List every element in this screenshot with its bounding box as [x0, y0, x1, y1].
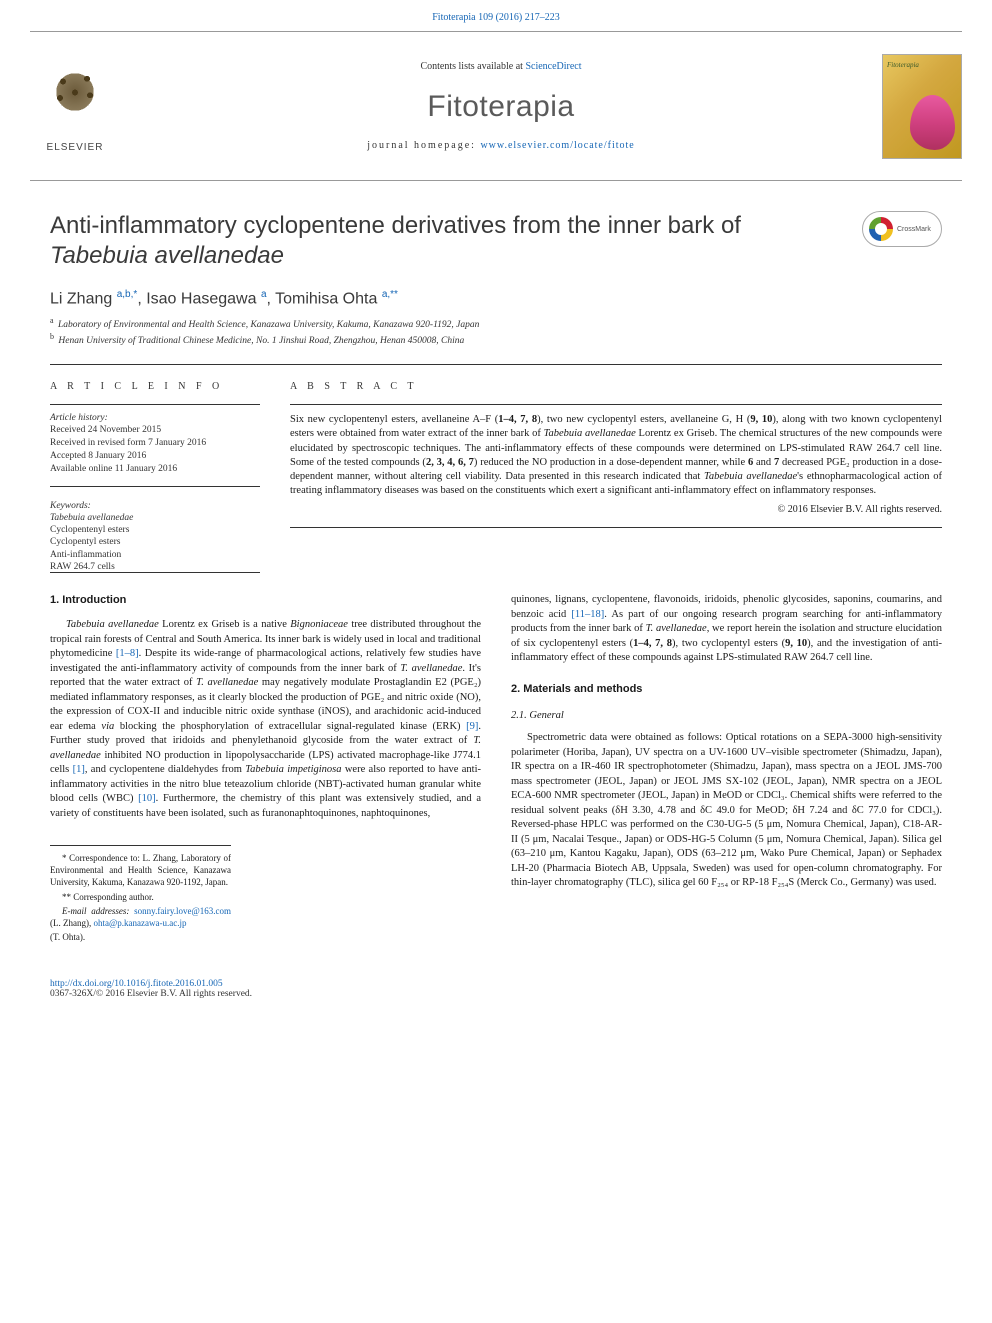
affiliations: a Laboratory of Environmental and Health…: [50, 316, 942, 348]
author-name: Li Zhang: [50, 290, 117, 307]
keyword: Cyclopentyl esters: [50, 536, 260, 548]
ref-link[interactable]: [11–18]: [571, 609, 604, 620]
rule: [50, 486, 260, 487]
article-info-label: A R T I C L E I N F O: [50, 381, 260, 392]
contents-prefix: Contents lists available at: [420, 61, 525, 72]
author-aff-link[interactable]: a,: [382, 289, 390, 300]
crossmark-text: CrossMark: [897, 226, 931, 233]
info-abstract-row: A R T I C L E I N F O Article history: R…: [50, 381, 942, 573]
column-right: quinones, lignans, cyclopentene, flavono…: [511, 593, 942, 943]
intro-heading: 1. Introduction: [50, 593, 481, 608]
title-text: Anti-inflammatory cyclopentene derivativ…: [50, 212, 741, 239]
history-received: Received 24 November 2015: [50, 424, 260, 437]
rule: [290, 404, 942, 405]
keyword: Cyclopentenyl esters: [50, 524, 260, 536]
author-name: , Tomihisa Ohta: [267, 290, 382, 307]
elsevier-tree-icon: [35, 60, 115, 140]
methods-heading: 2. Materials and methods: [511, 682, 942, 697]
affiliation-text: Laboratory of Environmental and Health S…: [58, 320, 479, 330]
general-paragraph: Spectrometric data were obtained as foll…: [511, 731, 942, 890]
affiliation-text: Henan University of Traditional Chinese …: [58, 336, 464, 346]
intro-paragraph: Tabebuia avellanedae Lorentz ex Griseb i…: [50, 618, 481, 821]
journal-banner: ELSEVIER Contents lists available at Sci…: [30, 31, 962, 181]
homepage-prefix: journal homepage:: [367, 140, 480, 151]
author-aff-link[interactable]: a,b,: [117, 289, 134, 300]
homepage-link[interactable]: www.elsevier.com/locate/fitote: [480, 140, 634, 151]
email-who: (T. Ohta).: [50, 931, 231, 943]
sciencedirect-link[interactable]: ScienceDirect: [525, 61, 581, 72]
history-revised: Received in revised form 7 January 2016: [50, 437, 260, 450]
abstract-body: Six new cyclopentenyl esters, avellanein…: [290, 413, 942, 498]
elsevier-logo[interactable]: ELSEVIER: [30, 56, 120, 156]
affiliation: a Laboratory of Environmental and Health…: [50, 316, 942, 332]
keyword: RAW 264.7 cells: [50, 561, 260, 573]
contents-line: Contents lists available at ScienceDirec…: [120, 61, 882, 72]
title-species: Tabebuia avellanedae: [50, 242, 284, 269]
journal-homepage-line: journal homepage: www.elsevier.com/locat…: [120, 140, 882, 151]
column-left: 1. Introduction Tabebuia avellanedae Lor…: [50, 593, 481, 943]
email-link[interactable]: sonny.fairy.love@163.com: [134, 906, 231, 916]
crossmark-badge[interactable]: CrossMark: [862, 211, 942, 247]
footer-copyright: 0367-326X/© 2016 Elsevier B.V. All right…: [50, 989, 942, 999]
crossmark-icon: [869, 217, 893, 241]
abstract: A B S T R A C T Six new cyclopentenyl es…: [290, 381, 942, 573]
footnotes: * Correspondence to: L. Zhang, Laborator…: [50, 845, 231, 943]
history-label: Article history:: [50, 413, 260, 423]
publisher-name: ELSEVIER: [47, 142, 104, 153]
email-link[interactable]: ohta@p.kanazawa-u.ac.jp: [93, 918, 186, 928]
ref-link[interactable]: [10]: [138, 793, 156, 804]
article-info: A R T I C L E I N F O Article history: R…: [50, 381, 260, 573]
keyword: Anti-inflammation: [50, 549, 260, 561]
affiliation-sup: b: [50, 332, 54, 341]
ref-link[interactable]: [1–8]: [116, 648, 139, 659]
top-citation: Fitoterapia 109 (2016) 217–223: [0, 0, 992, 31]
top-citation-link[interactable]: Fitoterapia 109 (2016) 217–223: [432, 12, 559, 23]
body-columns: 1. Introduction Tabebuia avellanedae Lor…: [50, 593, 942, 943]
intro-paragraph-cont: quinones, lignans, cyclopentene, flavono…: [511, 593, 942, 665]
affiliation-sup: a: [50, 316, 54, 325]
email-note: E-mail addresses: sonny.fairy.love@163.c…: [50, 905, 231, 929]
rule: [50, 404, 260, 405]
keyword: Tabebuia avellanedae: [50, 512, 260, 524]
journal-name: Fitoterapia: [120, 90, 882, 124]
page-footer: http://dx.doi.org/10.1016/j.fitote.2016.…: [0, 963, 992, 1023]
affiliation: b Henan University of Traditional Chines…: [50, 332, 942, 348]
abstract-copyright: © 2016 Elsevier B.V. All rights reserved…: [290, 504, 942, 515]
title-row: Anti-inflammatory cyclopentene derivativ…: [50, 211, 942, 271]
journal-cover-icon[interactable]: [882, 54, 962, 159]
keywords-label: Keywords:: [50, 501, 260, 511]
rule: [290, 527, 942, 528]
corr-note: * Correspondence to: L. Zhang, Laborator…: [50, 852, 231, 888]
history-accepted: Accepted 8 January 2016: [50, 450, 260, 463]
rule: [50, 364, 942, 365]
author-list: Li Zhang a,b,*, Isao Hasegawa a, Tomihis…: [50, 289, 942, 308]
author-corr-link[interactable]: **: [390, 289, 398, 300]
general-heading: 2.1. General: [511, 709, 942, 723]
article-content: Anti-inflammatory cyclopentene derivativ…: [0, 181, 992, 963]
article-title: Anti-inflammatory cyclopentene derivativ…: [50, 211, 862, 271]
banner-center: Contents lists available at ScienceDirec…: [120, 61, 882, 151]
ref-link[interactable]: [9]: [466, 721, 478, 732]
ref-link[interactable]: [1]: [73, 764, 85, 775]
abstract-label: A B S T R A C T: [290, 381, 942, 392]
corr-note: ** Corresponding author.: [50, 891, 231, 903]
author-name: , Isao Hasegawa: [137, 290, 261, 307]
doi-link[interactable]: http://dx.doi.org/10.1016/j.fitote.2016.…: [50, 979, 223, 989]
history-online: Available online 11 January 2016: [50, 463, 260, 476]
